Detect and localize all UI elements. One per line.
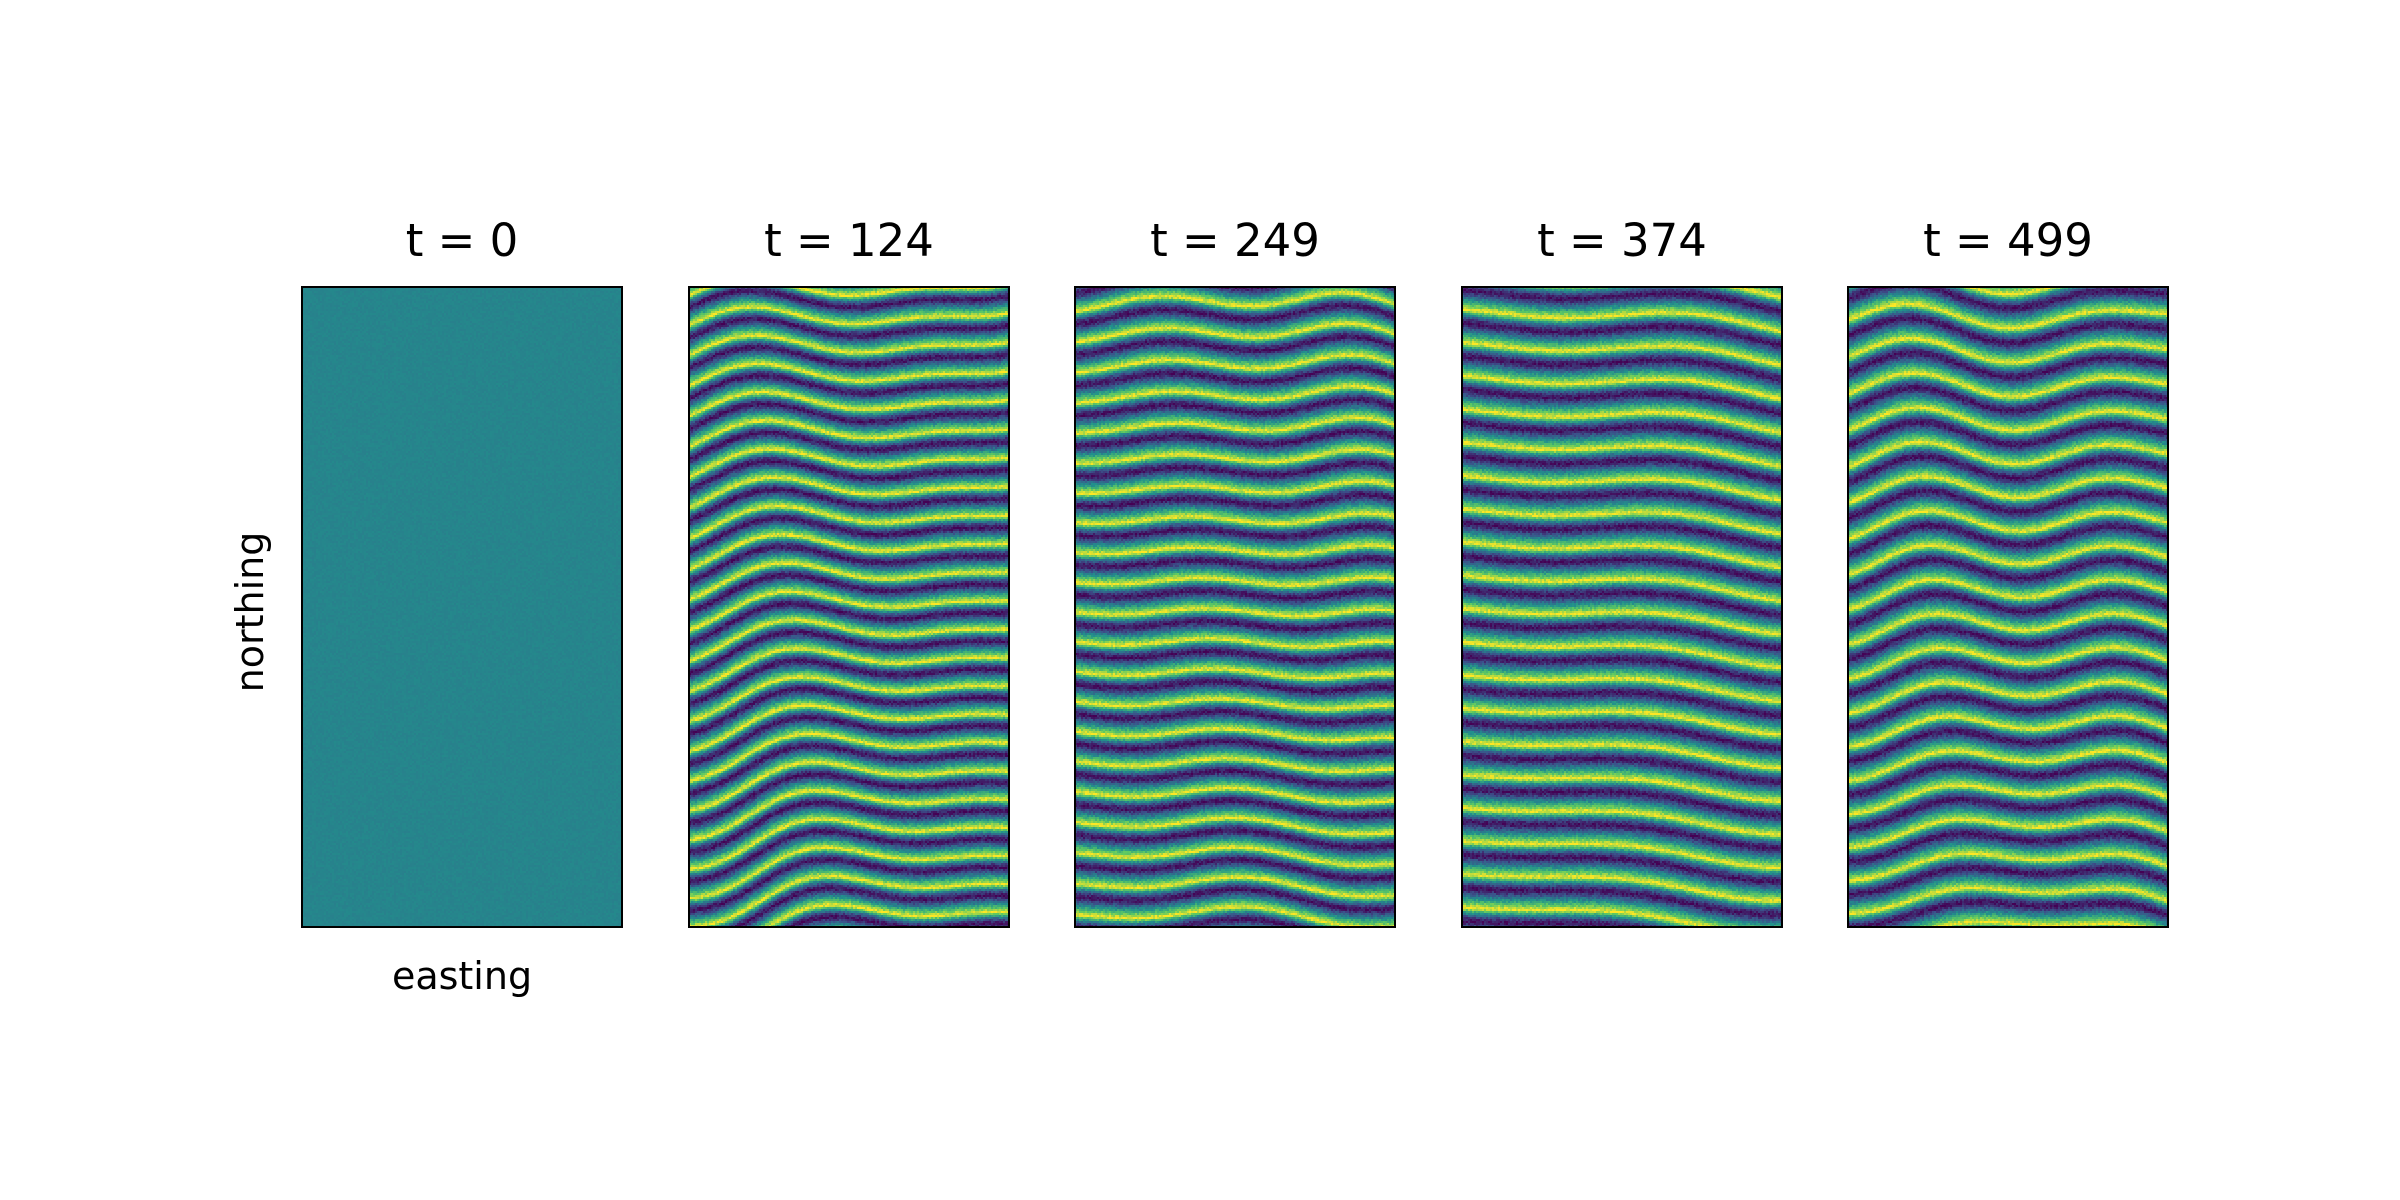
heatmap-panel [1462, 287, 1782, 927]
x-axis-label: easting [391, 954, 533, 998]
panel-title: t = 374 [1537, 214, 1707, 267]
y-axis-label: northing [228, 531, 272, 693]
panel-title: t = 124 [764, 214, 934, 267]
heatmap-panel [689, 287, 1009, 927]
heatmap-panel [1848, 287, 2168, 927]
heatmap-panel [1075, 287, 1395, 927]
heatmap-panel [302, 287, 622, 927]
panel-title: t = 499 [1923, 214, 2093, 267]
panel-title: t = 0 [405, 214, 519, 267]
panel-title: t = 249 [1150, 214, 1320, 267]
